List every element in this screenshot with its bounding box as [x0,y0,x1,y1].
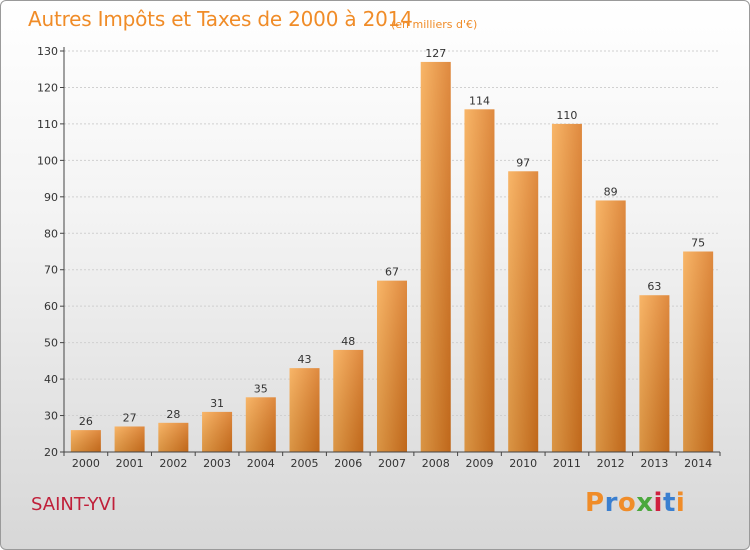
data-label: 48 [341,335,355,348]
bar-shade-2002 [158,423,188,452]
x-tick-label: 2002 [159,457,187,470]
chart-frame: Autres Impôts et Taxes de 2000 à 2014 (e… [0,0,750,550]
bar-shade-2012 [596,200,626,452]
x-tick-label: 2013 [640,457,668,470]
y-tick-label: 70 [44,264,58,277]
bar-shade-2005 [290,368,320,452]
y-tick-label: 80 [44,227,58,240]
y-tick-label: 110 [37,118,58,131]
x-tick-label: 2010 [509,457,537,470]
bar-shade-2014 [683,252,713,453]
bar-shade-2010 [508,171,538,452]
x-tick-label: 2001 [116,457,144,470]
y-tick-label: 30 [44,410,58,423]
data-label: 67 [385,266,399,279]
bar-shade-2006 [333,350,363,452]
data-label: 97 [516,156,530,169]
bar-shade-2007 [377,281,407,452]
bar-shade-2001 [115,426,145,452]
bar-shade-2004 [246,397,276,452]
bar-shade-2009 [464,109,494,452]
y-tick-label: 100 [37,154,58,167]
x-tick-label: 2014 [684,457,712,470]
proxiti-logo: Proxiti [585,488,685,518]
bar-shade-2003 [202,412,232,452]
x-tick-label: 2003 [203,457,231,470]
town-name: SAINT-YVI [31,494,116,515]
data-label: 31 [210,397,224,410]
data-label: 63 [647,280,661,293]
bar-shade-2011 [552,124,582,452]
x-tick-label: 2005 [291,457,319,470]
y-tick-label: 20 [44,446,58,459]
data-label: 127 [425,47,446,60]
y-tick-label: 90 [44,191,58,204]
x-tick-label: 2008 [422,457,450,470]
data-label: 28 [166,408,180,421]
x-tick-label: 2007 [378,457,406,470]
data-label: 75 [691,237,705,250]
x-tick-label: 2012 [597,457,625,470]
x-tick-label: 2000 [72,457,100,470]
data-label: 43 [298,353,312,366]
bar-shade-2008 [421,62,451,452]
bar-chart: 20 30 40 50 60 70 80 90 100 110 120 130 26 2000 27 2001… [1,1,749,549]
bar-shade-2013 [639,295,669,452]
data-label: 35 [254,382,268,395]
y-tick-label: 60 [44,300,58,313]
x-tick-label: 2009 [465,457,493,470]
bars [71,62,713,452]
bar-shade-2000 [71,430,101,452]
x-tick-label: 2006 [334,457,362,470]
y-tick-label: 50 [44,337,58,350]
data-label: 89 [604,185,618,198]
data-label: 114 [469,94,490,107]
data-label: 110 [556,109,577,122]
x-tick-label: 2011 [553,457,581,470]
y-tick-label: 120 [37,81,58,94]
data-label: 27 [123,411,137,424]
y-tick-label: 40 [44,373,58,386]
x-tick-label: 2004 [247,457,275,470]
data-label: 26 [79,415,93,428]
y-tick-label: 130 [37,45,58,58]
